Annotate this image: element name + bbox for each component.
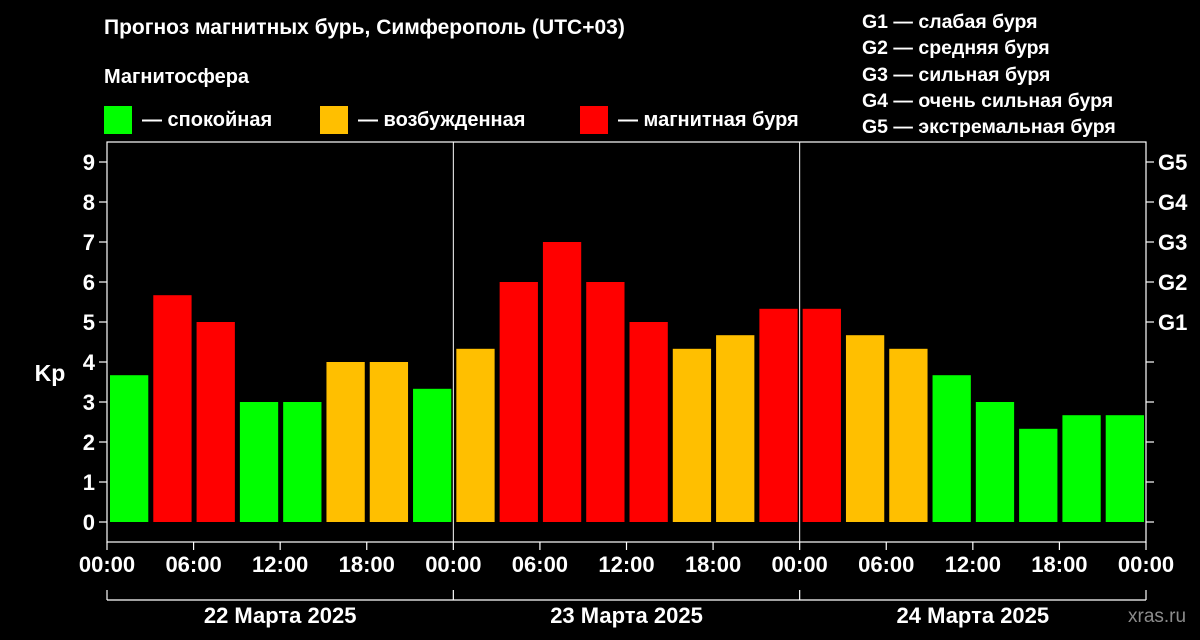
- bar-11: [586, 282, 625, 522]
- bar-9: [499, 282, 538, 522]
- legend-item-storm: — магнитная буря: [580, 106, 799, 134]
- bar-12: [629, 322, 668, 522]
- bar-16: [802, 308, 841, 522]
- bar-3: [239, 402, 279, 522]
- x-tick-label-3: 18:00: [339, 552, 395, 577]
- day-label-2: 24 Марта 2025: [897, 603, 1050, 628]
- legend-swatch-quiet: [104, 106, 132, 134]
- y-tick-label-4: 4: [83, 350, 96, 375]
- x-tick-label-8: 00:00: [772, 552, 828, 577]
- y-tick-label-1: 1: [83, 470, 95, 495]
- right-tick-label-g2: G2: [1158, 270, 1187, 295]
- right-tick-label-g3: G3: [1158, 230, 1187, 255]
- chart-title: Прогноз магнитных бурь, Симферополь (UTC…: [104, 16, 625, 39]
- x-tick-label-0: 00:00: [79, 552, 135, 577]
- bar-8: [456, 348, 495, 522]
- bar-1: [153, 295, 192, 522]
- bar-2: [196, 322, 235, 522]
- bar-22: [1062, 415, 1101, 522]
- y-tick-label-8: 8: [83, 190, 95, 215]
- x-tick-label-6: 12:00: [598, 552, 654, 577]
- y-tick-label-7: 7: [83, 230, 95, 255]
- legend-item-quiet: — спокойная: [104, 106, 272, 134]
- y-tick-label-0: 0: [83, 510, 95, 535]
- x-tick-label-7: 18:00: [685, 552, 741, 577]
- x-tick-label-4: 00:00: [425, 552, 481, 577]
- g-scale-item-g2: G2 — средняя буря: [862, 37, 1050, 60]
- g-scale-item-g1: G1 — слабая буря: [862, 11, 1038, 33]
- x-tick-label-12: 00:00: [1118, 552, 1174, 577]
- x-tick-label-9: 06:00: [858, 552, 914, 577]
- y-tick-label-5: 5: [83, 310, 95, 335]
- bar-6: [369, 362, 409, 522]
- x-tick-label-2: 12:00: [252, 552, 308, 577]
- legend-title: Магнитосфера: [104, 66, 250, 88]
- legend-label-storm: — магнитная буря: [618, 108, 799, 131]
- bar-17: [845, 335, 885, 522]
- y-axis-label: Kp: [35, 360, 66, 386]
- bar-15: [759, 308, 798, 522]
- y-tick-label-9: 9: [83, 150, 95, 175]
- right-tick-label-g4: G4: [1158, 190, 1188, 215]
- day-label-0: 22 Марта 2025: [204, 603, 357, 628]
- x-tick-label-5: 06:00: [512, 552, 568, 577]
- x-tick-label-10: 12:00: [945, 552, 1001, 577]
- x-tick-label-1: 06:00: [165, 552, 221, 577]
- bar-10: [542, 242, 582, 522]
- bar-7: [413, 388, 452, 522]
- bar-0: [110, 375, 149, 522]
- bar-5: [326, 362, 365, 522]
- right-tick-label-g1: G1: [1158, 310, 1187, 335]
- g-scale-item-g4: G4 — очень сильная буря: [862, 89, 1114, 112]
- legend-swatch-unsettled: [320, 106, 348, 134]
- bar-4: [283, 402, 322, 522]
- g-scale-item-g3: G3 — сильная буря: [862, 63, 1051, 86]
- bar-20: [975, 402, 1015, 522]
- bar-18: [889, 348, 928, 522]
- y-tick-label-3: 3: [83, 390, 95, 415]
- y-tick-label-2: 2: [83, 430, 95, 455]
- legend-label-unsettled: — возбужденная: [358, 108, 526, 131]
- legend-swatch-storm: [580, 106, 608, 134]
- legend-item-unsettled: — возбужденная: [320, 106, 525, 134]
- y-tick-label-6: 6: [83, 270, 95, 295]
- legend-label-quiet: — спокойная: [142, 108, 273, 131]
- bar-21: [1019, 428, 1058, 522]
- bar-13: [672, 348, 712, 522]
- bar-14: [716, 335, 755, 522]
- g-scale-item-g5: G5 — экстремальная буря: [862, 116, 1116, 139]
- x-tick-label-11: 18:00: [1031, 552, 1087, 577]
- bar-23: [1105, 415, 1144, 522]
- right-tick-label-g5: G5: [1158, 150, 1187, 175]
- day-label-1: 23 Марта 2025: [550, 603, 703, 628]
- g-scale-legend: G1 — слабая буря G2 — средняя буря G3 — …: [862, 9, 1116, 140]
- bar-19: [932, 375, 971, 522]
- watermark: xras.ru: [1128, 606, 1187, 627]
